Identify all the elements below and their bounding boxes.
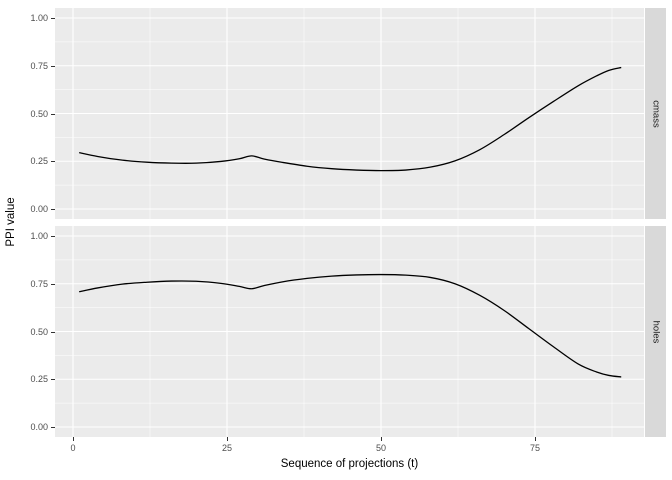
y-tick-label: 1.00: [30, 231, 48, 241]
y-tick-label: 0.25: [30, 374, 48, 384]
plot-panel-cmass: [55, 8, 644, 219]
x-tick-label: 0: [70, 443, 76, 453]
facet-strip-label: holes: [650, 320, 661, 343]
y-tick-label: 1.00: [30, 13, 48, 23]
axis-tick-mark: [51, 209, 55, 210]
y-tick-label: 0.00: [30, 204, 48, 214]
axis-tick-mark: [51, 236, 55, 237]
y-axis-title: PPI value: [5, 197, 17, 247]
line-chart-svg-cmass: [55, 8, 644, 219]
facet-strip-label: cmass: [650, 99, 661, 128]
ppi-curve-holes: [79, 273, 622, 378]
facet-strip-cmass: cmass: [645, 8, 666, 219]
x-axis-title: Sequence of projections (t): [280, 458, 419, 470]
axis-tick-mark: [227, 437, 228, 441]
axis-tick-mark: [51, 331, 55, 333]
x-tick-label: 50: [375, 443, 387, 453]
axis-tick-mark: [51, 427, 55, 428]
x-tick-label: 75: [529, 443, 541, 453]
axis-tick-mark: [73, 437, 74, 441]
axis-tick-mark: [51, 113, 55, 115]
axis-tick-mark: [51, 379, 55, 381]
axis-tick-mark: [51, 161, 55, 163]
y-tick-label: 0.00: [30, 422, 48, 432]
y-tick-label: 0.25: [30, 156, 48, 166]
x-tick-label: 25: [221, 443, 233, 453]
axis-tick-mark: [535, 437, 536, 441]
axis-tick-mark: [381, 437, 382, 441]
y-tick-label: 0.50: [30, 108, 48, 119]
ppi-curve-cmass: [79, 66, 622, 172]
axis-tick-mark: [51, 18, 55, 19]
axis-tick-mark: [51, 283, 55, 285]
plot-panel-holes: [55, 226, 644, 437]
axis-tick-mark: [51, 65, 55, 67]
y-tick-label: 0.50: [30, 326, 48, 337]
y-tick-label: 0.75: [30, 61, 48, 71]
y-tick-label: 0.75: [30, 279, 48, 289]
facet-strip-holes: holes: [645, 226, 666, 437]
line-chart-svg-holes: [55, 226, 644, 437]
